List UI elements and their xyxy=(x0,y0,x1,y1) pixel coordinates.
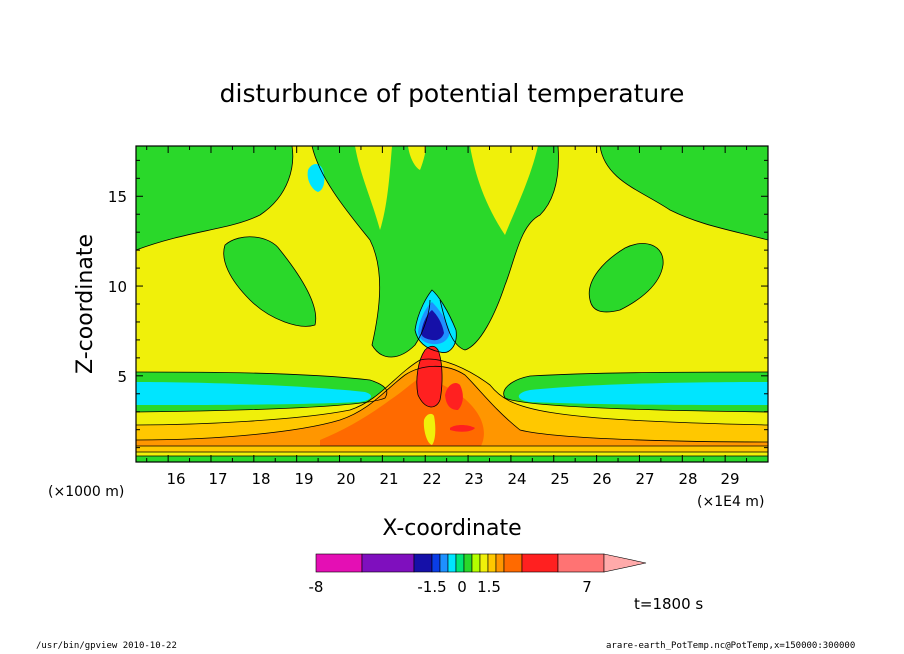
x-tick-label: 19 xyxy=(294,470,313,488)
axis-ticks xyxy=(136,146,768,462)
region-darkorange-lower xyxy=(320,378,484,454)
colorbar-swatch xyxy=(521,553,559,573)
x-tick-label: 23 xyxy=(464,470,483,488)
footer-left: /usr/bin/gpview 2010-10-22 xyxy=(36,641,177,651)
region-yellow-core-pocket xyxy=(423,413,436,445)
colorbar-swatch xyxy=(315,553,363,573)
colorbar-swatch xyxy=(413,553,433,573)
x-tick-label: 21 xyxy=(379,470,398,488)
colorbar-swatch xyxy=(361,553,415,573)
region-red-small xyxy=(450,425,475,432)
chart-title: disturbunce of potential temperature xyxy=(220,79,685,108)
colorbar-swatch xyxy=(503,553,523,573)
colorbar-swatch xyxy=(487,553,497,573)
colorbar-swatch xyxy=(557,553,605,573)
x-unit-label: (×1E4 m) xyxy=(697,494,764,510)
y-tick-label: 10 xyxy=(108,278,127,296)
y-tick-labels: 5 10 15 xyxy=(108,188,127,386)
region-cyan-right xyxy=(518,382,768,405)
region-gold-bottom-band xyxy=(136,446,768,452)
y-tick-label: 5 xyxy=(117,368,127,386)
x-tick-labels: 16 17 18 19 20 21 22 23 24 25 26 27 28 2… xyxy=(166,470,739,488)
region-yellow-spike-top xyxy=(408,146,426,170)
contour-fills xyxy=(136,146,768,462)
colorbar-label: -1.5 xyxy=(417,578,446,596)
region-red-side xyxy=(445,383,463,410)
colorbar-swatch xyxy=(447,553,457,573)
region-cyan-small xyxy=(307,164,325,192)
region-yellow-spike-left xyxy=(355,146,392,230)
colorbar-labels: -8 -1.5 0 1.5 7 xyxy=(309,578,592,596)
y-tick-label: 15 xyxy=(108,188,127,206)
contour-lines xyxy=(136,146,768,457)
colorbar-extension-arrow xyxy=(603,553,647,573)
colorbar xyxy=(315,553,647,573)
x-tick-label: 16 xyxy=(166,470,185,488)
region-yellow-bottom-band xyxy=(136,452,768,456)
colorbar-swatch xyxy=(439,553,449,573)
x-tick-label: 25 xyxy=(550,470,569,488)
colorbar-swatch xyxy=(463,553,473,573)
region-red-core xyxy=(416,346,443,407)
time-label: t=1800 s xyxy=(634,595,703,613)
footer-right: arare-earth_PotTemp.nc@PotTemp,x=150000:… xyxy=(606,641,856,651)
y-axis-title: Z-coordinate xyxy=(73,234,98,374)
colorbar-swatch xyxy=(431,553,441,573)
x-tick-label: 18 xyxy=(251,470,270,488)
region-green-bottom-band xyxy=(136,456,768,462)
x-tick-label: 24 xyxy=(507,470,526,488)
region-green-blob-left xyxy=(223,236,316,327)
x-tick-label: 26 xyxy=(592,470,611,488)
x-tick-label: 28 xyxy=(678,470,697,488)
colorbar-label: -8 xyxy=(309,578,324,596)
colorbar-label: 1.5 xyxy=(477,578,501,596)
x-tick-label: 17 xyxy=(208,470,227,488)
colorbar-swatch xyxy=(479,553,489,573)
colorbar-swatch xyxy=(495,553,505,573)
x-tick-label: 22 xyxy=(422,470,441,488)
colorbar-label: 7 xyxy=(582,578,592,596)
x-tick-label: 29 xyxy=(720,470,739,488)
colorbar-label: 0 xyxy=(457,578,467,596)
colorbar-swatch xyxy=(471,553,481,573)
region-yellow-spike-right xyxy=(470,146,538,235)
region-cyan-left xyxy=(136,382,372,405)
region-green-blob-right xyxy=(589,243,664,312)
y-unit-label: (×1000 m) xyxy=(48,484,124,500)
x-tick-label: 20 xyxy=(336,470,355,488)
x-tick-label: 27 xyxy=(635,470,654,488)
x-axis-title: X-coordinate xyxy=(382,516,521,541)
colorbar-swatch xyxy=(455,553,465,573)
